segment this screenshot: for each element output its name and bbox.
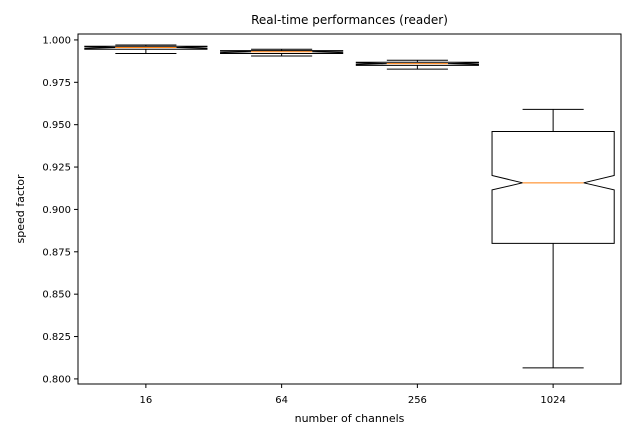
x-tick-label: 1024 (540, 395, 565, 406)
y-tick-label: 1.000 (42, 35, 71, 46)
y-tick-label: 0.825 (42, 332, 71, 343)
x-tick-label: 16 (140, 395, 153, 406)
y-tick-label: 0.900 (42, 205, 71, 216)
y-tick-label: 0.975 (42, 78, 71, 89)
box-1024 (491, 108, 615, 369)
notched-box (220, 50, 344, 54)
x-axis-ticks: 16 64 256 1024 (140, 384, 566, 406)
notched-box (84, 45, 208, 50)
y-tick-label: 0.850 (42, 290, 71, 301)
y-axis-label: speed factor (14, 174, 27, 243)
y-axis-ticks: 0.800 0.825 0.850 0.875 0.900 0.925 0.950 0.975… (42, 35, 78, 385)
plot-area-frame (77, 33, 622, 385)
y-tick-label: 0.800 (42, 374, 71, 385)
y-tick-label: 0.925 (42, 163, 71, 174)
y-tick-label: 0.950 (42, 120, 71, 131)
x-tick-label: 256 (408, 395, 427, 406)
notched-box (355, 61, 479, 66)
notched-box (491, 130, 615, 244)
x-tick-label: 64 (275, 395, 288, 406)
chart-title: Real-time performances (reader) (251, 13, 448, 27)
box-16 (84, 44, 208, 54)
box-series (84, 44, 615, 369)
box-256 (355, 59, 479, 70)
x-axis-label: number of channels (295, 412, 405, 425)
box-64 (220, 48, 344, 57)
y-tick-label: 0.875 (42, 247, 71, 258)
